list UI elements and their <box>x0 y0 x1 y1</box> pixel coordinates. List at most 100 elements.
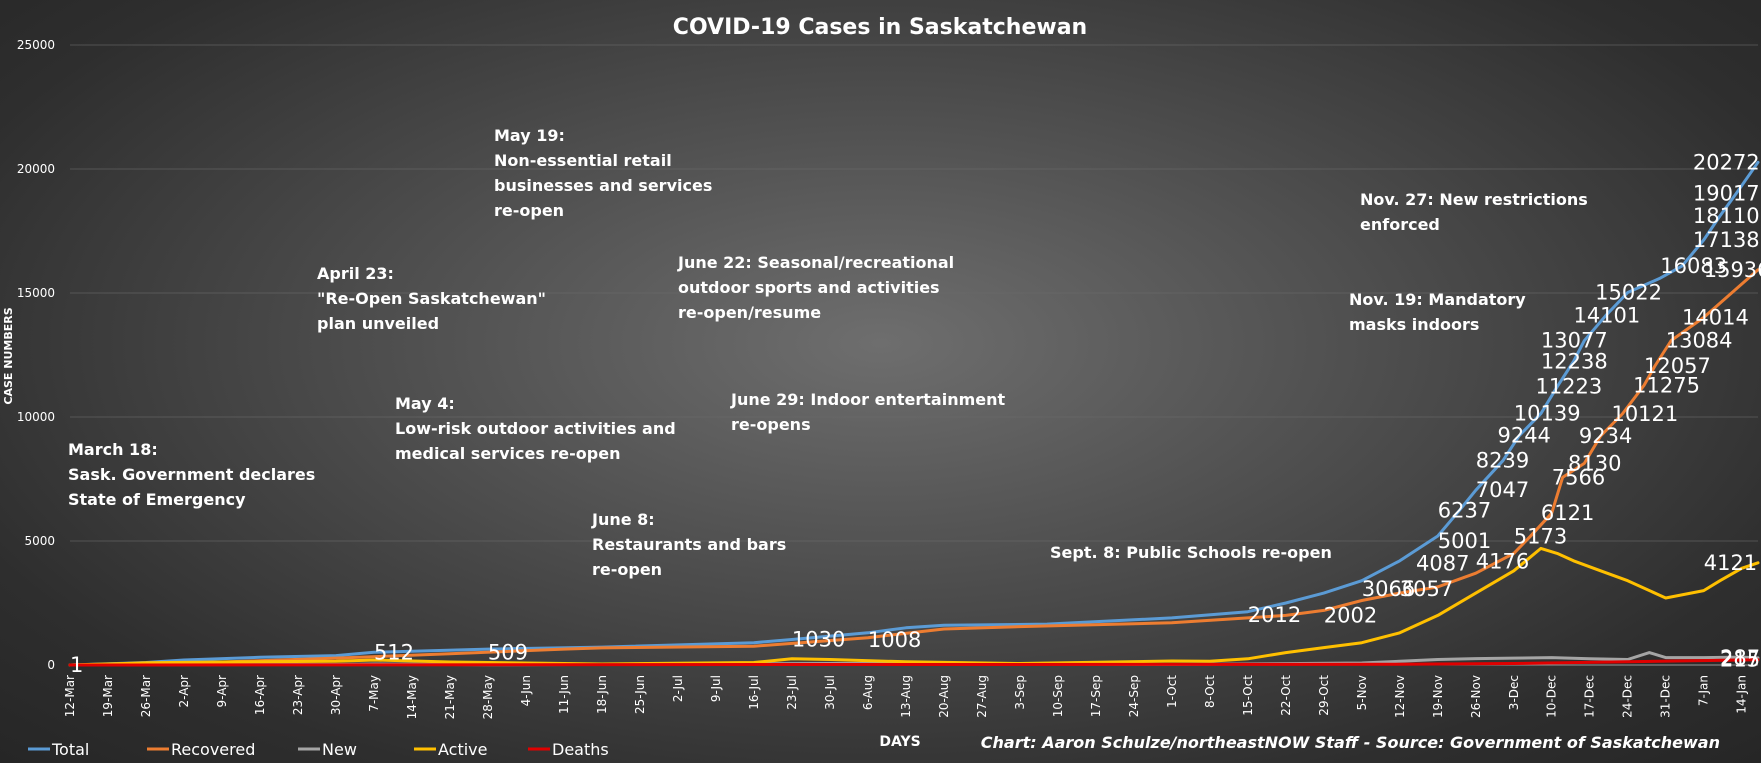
data-label: 6237 <box>1438 498 1491 522</box>
annotation-line: May 4: <box>395 394 455 413</box>
x-tick-label: 10-Dec <box>1545 675 1559 718</box>
series-line-deaths <box>68 658 1760 667</box>
annotation-line: Restaurants and bars <box>592 535 786 554</box>
data-label: 15022 <box>1595 280 1662 304</box>
data-label: 12238 <box>1541 349 1608 373</box>
x-tick-label: 31-Dec <box>1659 675 1673 718</box>
annotation-line: masks indoors <box>1349 315 1479 334</box>
x-tick-label: 5-Nov <box>1355 675 1369 710</box>
event-annotation: Sept. 8: Public Schools re-open <box>1050 543 1332 562</box>
annotation-line: State of Emergency <box>68 490 246 509</box>
event-annotation: May 4: Low-risk outdoor activities and med… <box>395 394 676 463</box>
legend-entry: Active <box>438 740 488 759</box>
data-label: 2012 <box>1248 603 1301 627</box>
annotation-line: Sask. Government declares <box>68 465 315 484</box>
x-tick-label: 21-May <box>443 675 457 719</box>
annotation-line: medical services re-open <box>395 444 620 463</box>
annotation-line: re-open <box>494 201 564 220</box>
data-label: 3057 <box>1400 577 1453 601</box>
event-annotation: June 29: Indoor entertainment re-opens <box>730 390 1006 434</box>
annotation-line: Sept. 8: Public Schools re-open <box>1050 543 1332 562</box>
x-tick-label: 17-Sep <box>1089 675 1103 717</box>
x-tick-label: 26-Nov <box>1469 675 1483 718</box>
event-annotation: March 18: Sask. Government declares State … <box>68 440 315 509</box>
data-label: 18110 <box>1693 204 1760 228</box>
data-label: 13084 <box>1666 329 1733 353</box>
event-annotation: June 8: Restaurants and bars re-open <box>591 510 786 579</box>
legend-entry: New <box>322 740 357 759</box>
x-tick-label: 25-Jun <box>633 675 647 714</box>
data-label: 4121 <box>1704 551 1757 575</box>
event-annotation: April 23: "Re-Open Saskatchewan" plan unve… <box>317 264 546 333</box>
data-label: 19017 <box>1693 181 1760 205</box>
annotation-line: Low-risk outdoor activities and <box>395 419 676 438</box>
x-tick-label: 17-Dec <box>1583 675 1597 718</box>
y-tick-label: 5000 <box>24 534 55 548</box>
annotation-line: Nov. 19: Mandatory <box>1349 290 1526 309</box>
series-lines <box>68 160 1760 667</box>
annotation-line: June 8: <box>591 510 655 529</box>
x-tick-label: 12-Mar <box>63 675 77 717</box>
annotation-line: re-open <box>592 560 662 579</box>
x-tick-label: 24-Sep <box>1127 675 1141 717</box>
legend-entry: Total <box>51 740 89 759</box>
x-tick-label: 16-Apr <box>253 675 267 715</box>
annotation-line: enforced <box>1360 215 1440 234</box>
y-axis-ticks: 0 5000 10000 15000 20000 25000 <box>17 38 55 672</box>
x-tick-label: 19-Nov <box>1431 675 1445 718</box>
data-label: 5173 <box>1514 525 1567 549</box>
data-label: 8239 <box>1476 449 1529 473</box>
x-tick-label: 7-May <box>367 675 381 712</box>
data-label: 2002 <box>1324 603 1377 627</box>
event-annotation: May 19: Non-essential retail businesses an… <box>494 126 712 220</box>
data-label: 16083 <box>1660 254 1727 278</box>
data-label: 215 <box>1720 648 1760 672</box>
x-tick-label: 14-Jan <box>1735 675 1749 714</box>
data-label: 9234 <box>1579 424 1632 448</box>
data-label: 4176 <box>1476 549 1529 573</box>
y-tick-label: 10000 <box>17 410 55 424</box>
legend-entry: Recovered <box>171 740 255 759</box>
x-tick-label: 7-Jan <box>1697 675 1711 706</box>
data-label: 10139 <box>1514 402 1581 426</box>
x-tick-label: 3-Sep <box>1013 675 1027 710</box>
x-tick-label: 20-Aug <box>937 675 951 718</box>
x-tick-label: 9-Apr <box>215 675 229 708</box>
annotation-line: outdoor sports and activities <box>678 278 940 297</box>
data-label: 8130 <box>1568 451 1621 475</box>
y-tick-label: 20000 <box>17 162 55 176</box>
data-label: 6121 <box>1541 501 1594 525</box>
data-label: 5001 <box>1438 529 1491 553</box>
x-tick-label: 16-Jul <box>747 675 761 710</box>
data-label: 11275 <box>1633 373 1700 397</box>
x-tick-label: 12-Nov <box>1393 675 1407 718</box>
data-label: 9244 <box>1497 424 1550 448</box>
x-tick-label: 30-Apr <box>329 675 343 715</box>
event-annotation: June 22: Seasonal/recreational outdoor sp… <box>677 253 954 322</box>
data-label: 17138 <box>1693 228 1760 252</box>
x-tick-label: 2-Jul <box>671 675 685 702</box>
chart-title: COVID-19 Cases in Saskatchewan <box>673 15 1087 40</box>
x-tick-label: 9-Jul <box>709 675 723 702</box>
x-tick-label: 22-Oct <box>1279 675 1293 716</box>
annotation-line: June 29: Indoor entertainment <box>730 390 1006 409</box>
data-label: 1008 <box>868 628 921 652</box>
y-tick-label: 0 <box>47 658 55 672</box>
data-label: 1 <box>70 653 83 677</box>
annotation-line: April 23: <box>317 264 394 283</box>
event-annotation: Nov. 19: Mandatory masks indoors <box>1349 290 1526 334</box>
x-tick-label: 11-Jun <box>557 675 571 714</box>
x-tick-label: 24-Dec <box>1621 675 1635 718</box>
data-label: 287 <box>1720 646 1760 670</box>
y-tick-label: 25000 <box>17 38 55 52</box>
data-label: 4087 <box>1416 552 1469 576</box>
x-axis-title: DAYS <box>879 734 920 750</box>
event-annotation: Nov. 27: New restrictions enforced <box>1360 190 1588 234</box>
data-label: 14101 <box>1573 303 1640 327</box>
annotation-line: "Re-Open Saskatchewan" <box>317 289 546 308</box>
event-annotations: March 18: Sask. Government declares State … <box>68 126 1588 579</box>
x-tick-label: 28-May <box>481 675 495 719</box>
annotation-line: Non-essential retail <box>494 151 672 170</box>
